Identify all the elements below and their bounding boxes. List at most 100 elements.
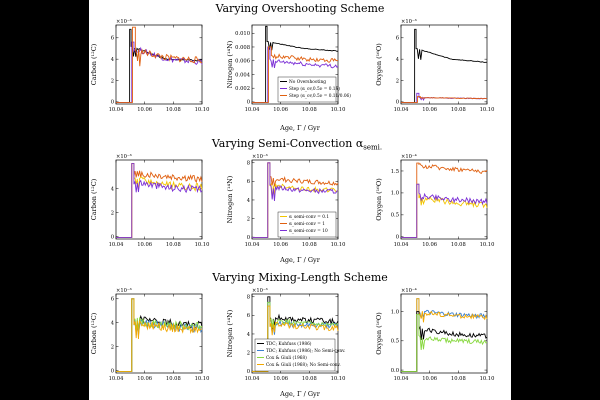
y-multiplier-label: ×10⁻³ <box>116 288 132 294</box>
y-tick-label: 0.5 <box>391 339 399 345</box>
series-line-2 <box>116 41 203 103</box>
y-tick-label: 8 <box>247 161 250 167</box>
y-tick-label: 0 <box>111 368 114 374</box>
y-tick-label: 2 <box>396 78 399 84</box>
y-tick-label: 0 <box>111 234 114 240</box>
x-tick-label: 10.04 <box>394 242 410 248</box>
legend-entry-label: Cox & Giuli (1968); No Semi-conv. <box>266 363 341 368</box>
y-tick-label: 0.010 <box>235 31 250 37</box>
y-axis-label: Oxygen (¹⁶O) <box>375 312 383 355</box>
plot-frame <box>251 293 339 374</box>
x-tick-label: 10.08 <box>166 376 181 382</box>
x-tick-label: 10.06 <box>273 242 288 248</box>
y-multiplier-label: ×10⁻³ <box>116 154 132 160</box>
x-tick-label: 10.04 <box>109 376 125 382</box>
x-tick-label: 10.10 <box>480 242 495 248</box>
y-multiplier-label: ×10⁻³ <box>252 154 268 160</box>
x-tick-label: 10.08 <box>302 242 317 248</box>
series-line-3 <box>252 46 339 103</box>
subplot-r2c2: 10.04 10.06 10.08 10.10 0 2 4 6 8×10⁻³ Nitrogen (… <box>226 154 345 248</box>
x-tick-label: 10.04 <box>109 107 125 113</box>
plot-frame <box>115 24 203 105</box>
y-tick-label: 2 <box>247 350 250 356</box>
y-tick-label: 1.5 <box>391 169 399 175</box>
legend: TDC; Kuhfuss (1986) TDC; Kuhfuss (1986); … <box>254 338 345 372</box>
x-tick-label: 10.04 <box>245 376 261 382</box>
subplot-r3c2: 10.04 10.06 10.08 10.10 0 2 4 6 8×10⁻³ Nitrogen (… <box>226 288 345 382</box>
legend-entry-label: α_semi-conv = 10 <box>289 229 328 234</box>
x-tick-label: 10.04 <box>245 107 261 113</box>
series-line-3 <box>116 26 203 103</box>
x-tick-label: 10.04 <box>394 107 410 113</box>
plot-frame <box>400 293 488 374</box>
x-tick-label: 10.10 <box>331 242 346 248</box>
legend-entry-label: α_semi-conv = 1 <box>289 222 325 227</box>
x-tick-label: 10.08 <box>302 376 317 382</box>
series-line-3 <box>401 183 488 238</box>
legend-box <box>277 76 337 103</box>
series-line-1 <box>252 296 339 372</box>
x-tick-label: 10.06 <box>422 242 437 248</box>
legend-entry-label: No Overshooting <box>289 80 326 85</box>
legend-entry-label: TDC; Kuhfuss (1986) <box>266 342 312 347</box>
legend-entry-label: Step (α_ov,0.5ν = 0.15) <box>289 87 340 92</box>
series-line-3 <box>252 301 339 372</box>
y-tick-label: 4 <box>111 57 115 63</box>
subplot-r2c3: 10.04 10.06 10.08 10.10 0 0.5 1.0 1.5 ×10⁻⁴ Oxyge… <box>375 154 494 248</box>
y-tick-label: 2 <box>111 210 114 216</box>
y-tick-label: 1.0 <box>391 309 399 315</box>
legend-entry-label: TDC; Kuhfuss (1986); No Semi-conv. <box>266 349 345 354</box>
x-tick-label: 10.10 <box>480 107 495 113</box>
y-tick-label: 0 <box>111 100 114 106</box>
series-line-1 <box>116 163 203 238</box>
x-tick-label: 10.10 <box>195 376 210 382</box>
series-line-1 <box>116 28 203 103</box>
series-line-3 <box>401 311 488 372</box>
x-tick-label: 10.10 <box>480 376 495 382</box>
y-tick-label: 4 <box>247 198 251 204</box>
legend-entry-label: Cox & Giuli (1968) <box>266 356 307 361</box>
series-line-1 <box>116 298 203 372</box>
y-tick-label: 0 <box>396 235 399 241</box>
x-tick-label: 10.08 <box>166 107 181 113</box>
y-tick-label: 4 <box>111 187 115 193</box>
plot-frame <box>251 24 339 105</box>
x-tick-label: 10.08 <box>451 107 466 113</box>
x-tick-label: 10.04 <box>109 242 125 248</box>
x-tick-label: 10.06 <box>273 376 288 382</box>
series-line-4 <box>252 305 339 372</box>
row-title-2: Varying Semi-Convection αsemi. <box>211 137 382 152</box>
y-tick-label: 2 <box>111 78 114 84</box>
x-tick-label: 10.04 <box>245 242 261 248</box>
x-tick-label: 10.04 <box>394 376 410 382</box>
x-axis-label-row-2: Age, Γ / Gyr <box>279 256 321 264</box>
row-title-3: Varying Mixing-Length Scheme <box>211 271 388 284</box>
y-tick-label: 6 <box>111 297 114 303</box>
y-tick-label: 0.0 <box>391 368 399 374</box>
y-tick-label: 4 <box>247 332 251 338</box>
x-tick-label: 10.06 <box>137 376 152 382</box>
series-line-1 <box>252 162 339 238</box>
x-tick-label: 10.08 <box>166 242 181 248</box>
plot-frame <box>400 159 488 240</box>
x-tick-label: 10.08 <box>302 107 317 113</box>
x-tick-label: 10.10 <box>195 242 210 248</box>
y-axis-label: Nitrogen (¹⁴N) <box>226 175 234 223</box>
y-multiplier-label: ×10⁻³ <box>401 19 417 25</box>
x-tick-label: 10.10 <box>331 107 346 113</box>
y-tick-label: 0.008 <box>235 45 250 51</box>
y-tick-label: 8 <box>247 295 250 301</box>
y-multiplier-label: ×10⁻⁴ <box>401 154 417 160</box>
series-line-2 <box>252 162 339 238</box>
x-tick-label: 10.10 <box>195 107 210 113</box>
series-line-1 <box>401 162 488 238</box>
plot-frame <box>115 293 203 374</box>
y-tick-label: 4 <box>396 57 400 63</box>
legend-box <box>254 338 336 372</box>
y-multiplier-label: ×10⁻⁴ <box>401 288 417 294</box>
y-tick-label: 6 <box>396 36 399 42</box>
y-tick-label: 0.004 <box>235 72 251 78</box>
y-tick-label: 0 <box>247 369 250 375</box>
y-tick-label: 6 <box>247 313 250 319</box>
